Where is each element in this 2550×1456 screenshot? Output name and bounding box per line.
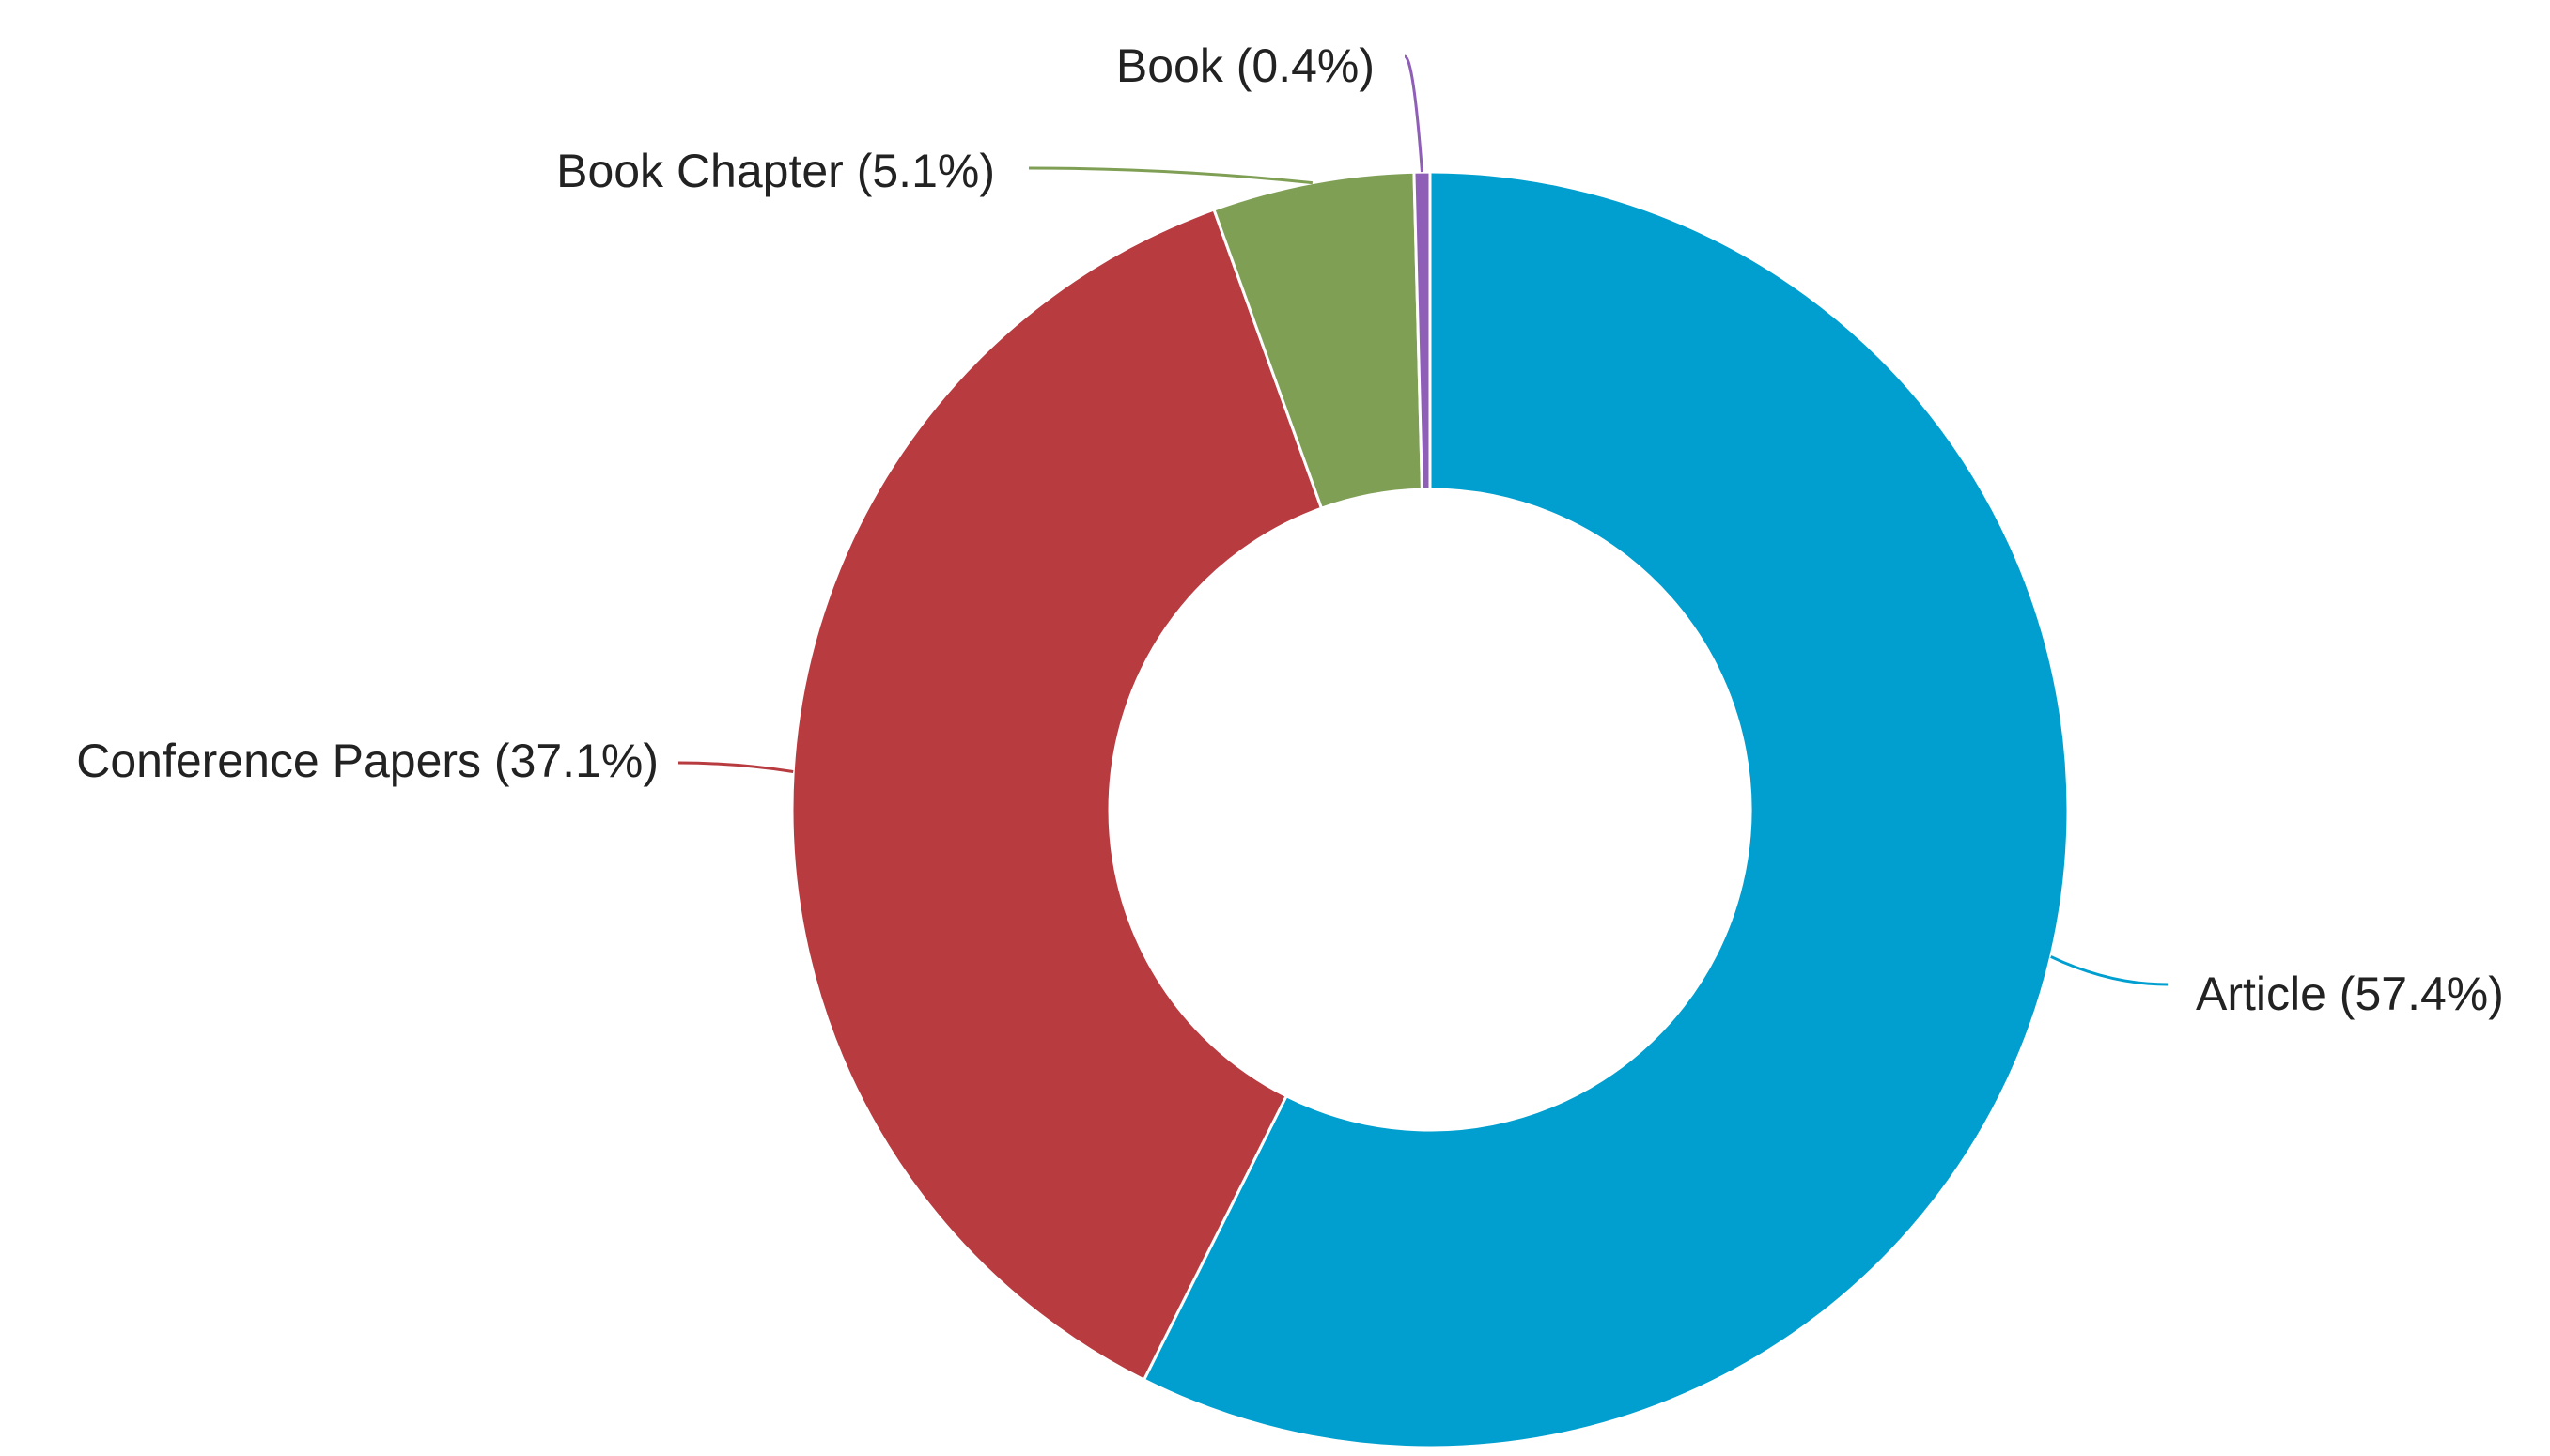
leader-line <box>1028 166 1314 185</box>
donut-slice <box>1142 170 2070 1449</box>
data-label: Book Chapter (5.1%) <box>556 145 995 197</box>
leader-line <box>2050 955 2169 986</box>
data-label: Book (0.4%) <box>1116 39 1375 92</box>
donut-slice <box>790 208 1324 1382</box>
leader-line <box>1404 54 1423 173</box>
leader-line <box>677 761 794 773</box>
data-label: Article (57.4%) <box>2196 968 2504 1020</box>
data-label: Conference Papers (37.1%) <box>76 735 659 787</box>
donut-slice <box>1412 170 1432 491</box>
